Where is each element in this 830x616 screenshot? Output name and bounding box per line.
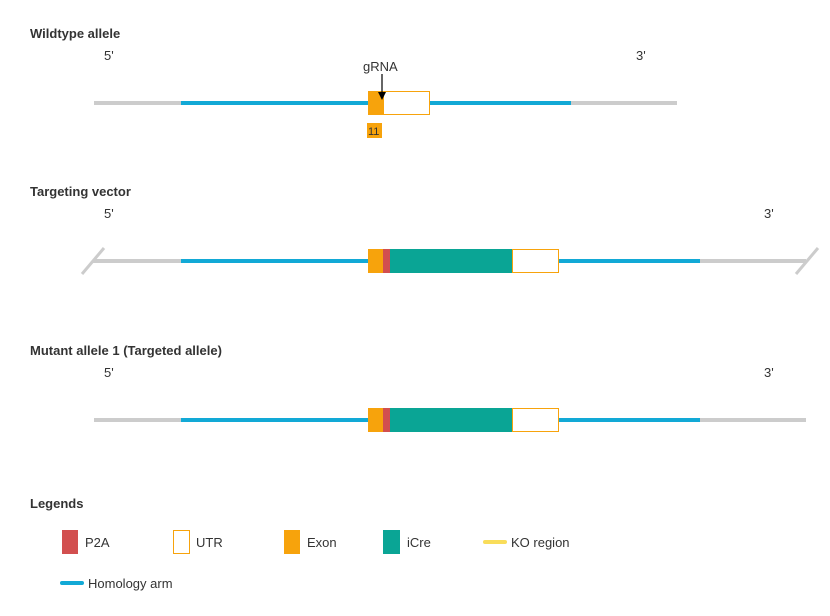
exon-number-box xyxy=(367,123,382,138)
mutant-five-prime: 5' xyxy=(104,365,114,380)
legend-ko-label: KO region xyxy=(511,535,570,550)
mutant-utr xyxy=(512,408,559,432)
legend-icre-swatch xyxy=(383,530,400,554)
mutant-icre xyxy=(390,408,512,432)
wildtype-five-prime: 5' xyxy=(104,48,114,63)
legend-homology-label: Homology arm xyxy=(88,576,173,591)
mutant-title: Mutant allele 1 (Targeted allele) xyxy=(30,343,222,358)
mutant-p2a xyxy=(383,408,390,432)
vector-exon xyxy=(368,249,383,273)
legend-icre-label: iCre xyxy=(407,535,431,550)
mutant-three-prime: 3' xyxy=(764,365,774,380)
vector-utr xyxy=(512,249,559,273)
legends-title: Legends xyxy=(30,496,83,511)
wildtype-utr xyxy=(383,91,430,115)
wildtype-three-prime: 3' xyxy=(636,48,646,63)
vector-icre xyxy=(390,249,512,273)
vector-right-break xyxy=(794,247,820,275)
vector-left-break xyxy=(80,247,106,275)
legend-utr-label: UTR xyxy=(196,535,223,550)
exon-number: 11 xyxy=(368,126,379,138)
vector-five-prime: 5' xyxy=(104,206,114,221)
grna-label: gRNA xyxy=(363,59,398,74)
legend-p2a-label: P2A xyxy=(85,535,110,550)
targeting-vector-title: Targeting vector xyxy=(30,184,131,199)
legend-exon-label: Exon xyxy=(307,535,337,550)
grna-arrow-head xyxy=(378,92,386,100)
mutant-exon xyxy=(368,408,383,432)
vector-p2a xyxy=(383,249,390,273)
wildtype-exon xyxy=(368,91,383,115)
legend-exon-swatch xyxy=(284,530,300,554)
vector-three-prime: 3' xyxy=(764,206,774,221)
legend-p2a-swatch xyxy=(62,530,78,554)
legend-utr-swatch xyxy=(173,530,190,554)
wildtype-title: Wildtype allele xyxy=(30,26,120,41)
